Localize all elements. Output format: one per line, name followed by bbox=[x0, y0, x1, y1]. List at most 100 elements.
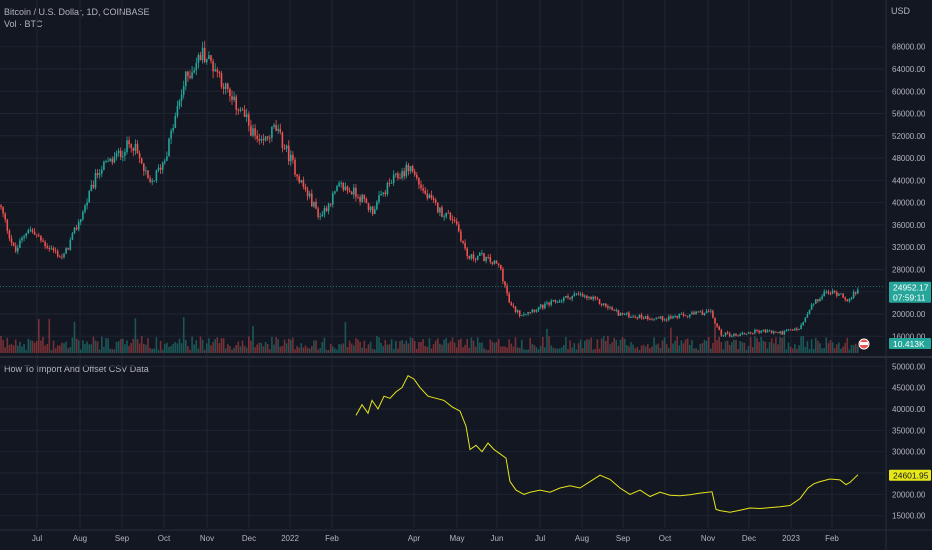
volume-bar bbox=[504, 346, 506, 353]
candle-body bbox=[44, 241, 46, 247]
volume-bar bbox=[720, 342, 723, 353]
candle-body bbox=[283, 147, 286, 149]
volume-bar bbox=[516, 347, 519, 353]
volume-bar bbox=[737, 348, 739, 353]
volume-bar bbox=[689, 344, 691, 353]
candle-body bbox=[789, 329, 792, 331]
volume-bar bbox=[802, 336, 804, 353]
candle-body bbox=[38, 235, 40, 237]
volume-bar bbox=[40, 340, 42, 353]
candle-body bbox=[766, 330, 769, 333]
volume-bar bbox=[390, 339, 393, 353]
volume-bar bbox=[235, 345, 237, 353]
volume-bar bbox=[172, 343, 174, 353]
candle-body bbox=[239, 109, 242, 111]
time-axis[interactable]: Jul Aug Sep Oct Nov Dec 2022 Feb Apr May Jun Jul Aug… bbox=[32, 534, 840, 543]
volume-bar bbox=[285, 343, 288, 353]
price-tick-label: 64000.00 bbox=[892, 65, 926, 74]
volume-bar bbox=[472, 340, 475, 353]
candle-body bbox=[644, 316, 647, 319]
candle-body bbox=[773, 331, 775, 334]
volume-bar bbox=[19, 341, 21, 353]
volume-bar bbox=[594, 349, 597, 353]
volume-bar bbox=[619, 339, 622, 353]
candle-body bbox=[840, 293, 842, 295]
candle-body bbox=[804, 317, 807, 323]
candle-body bbox=[768, 330, 771, 332]
symbol-title[interactable]: Bitcoin / U.S. Dollar, 1D, COINBASE bbox=[4, 7, 150, 17]
volume-bar bbox=[145, 344, 147, 353]
candle-body bbox=[218, 71, 221, 74]
volume-bar bbox=[319, 348, 321, 353]
volume-bar bbox=[12, 345, 15, 353]
candle-body bbox=[348, 190, 351, 192]
volume-bar bbox=[8, 344, 11, 353]
volume-bar bbox=[573, 343, 576, 353]
volume-bar bbox=[699, 343, 702, 353]
candle-body bbox=[563, 297, 565, 301]
indicator-tick-label: 40000.00 bbox=[892, 405, 926, 414]
indicator-title[interactable]: How To Import And Offset CSV Data bbox=[4, 364, 149, 374]
volume-bar bbox=[707, 336, 710, 353]
volume-legend[interactable]: Vol · BTC bbox=[4, 19, 43, 29]
volume-bar bbox=[212, 341, 214, 353]
volume-bar bbox=[138, 343, 141, 353]
volume-bar bbox=[180, 343, 183, 353]
candle-body bbox=[495, 260, 498, 264]
indicator-axis[interactable]: 50000.00 45000.00 40000.00 35000.00 30000.00… bbox=[892, 362, 926, 520]
volume-bar bbox=[262, 346, 265, 353]
candle-body bbox=[590, 296, 592, 300]
candle-body bbox=[710, 310, 712, 312]
volume-bar bbox=[571, 347, 573, 353]
volume-bar bbox=[787, 342, 790, 353]
currency-label[interactable]: USD bbox=[890, 6, 910, 16]
volume-bar bbox=[342, 343, 345, 353]
candle-body bbox=[430, 194, 433, 199]
candle-body bbox=[424, 190, 426, 194]
candle-body bbox=[214, 69, 216, 72]
candle-body bbox=[802, 322, 804, 326]
candle-body bbox=[567, 295, 569, 298]
volume-bar bbox=[724, 341, 727, 353]
candle-body bbox=[287, 145, 290, 162]
time-tick-label: Jul bbox=[535, 534, 545, 543]
candle-body bbox=[256, 135, 258, 139]
volume-bar bbox=[735, 339, 737, 353]
volume-bar bbox=[665, 344, 668, 353]
volume-bar bbox=[56, 345, 59, 353]
candle-body bbox=[155, 170, 158, 181]
candle-body bbox=[197, 55, 200, 64]
candle-body bbox=[508, 293, 510, 303]
volume-bar bbox=[4, 347, 6, 353]
candle-body bbox=[222, 86, 225, 89]
volume-bar bbox=[113, 349, 116, 353]
candle-body bbox=[122, 155, 124, 158]
volume-bar bbox=[535, 347, 538, 353]
volume-bar bbox=[283, 339, 286, 353]
candle-body bbox=[254, 128, 256, 136]
candle-body bbox=[775, 331, 777, 333]
volume-bar bbox=[565, 336, 567, 353]
candle-body bbox=[697, 311, 699, 313]
volume-bar bbox=[416, 348, 418, 353]
volume-bar bbox=[98, 349, 101, 353]
candle-body bbox=[621, 313, 624, 315]
volume-bar bbox=[382, 346, 384, 353]
volume-bar bbox=[35, 340, 38, 353]
volume-bar bbox=[691, 339, 693, 353]
volume-bar bbox=[124, 344, 126, 353]
volume-bar bbox=[798, 345, 800, 353]
volume-bar bbox=[464, 344, 466, 353]
volume-bar bbox=[378, 337, 380, 353]
volume-bar bbox=[229, 346, 231, 353]
candle-body bbox=[390, 182, 393, 184]
volume-bar bbox=[149, 347, 151, 353]
candle-body bbox=[481, 253, 483, 254]
volume-bar bbox=[111, 349, 114, 353]
volume-bar bbox=[241, 340, 244, 353]
candle-body bbox=[285, 145, 288, 149]
volume-bar bbox=[659, 347, 662, 353]
volume-bar bbox=[176, 343, 179, 353]
